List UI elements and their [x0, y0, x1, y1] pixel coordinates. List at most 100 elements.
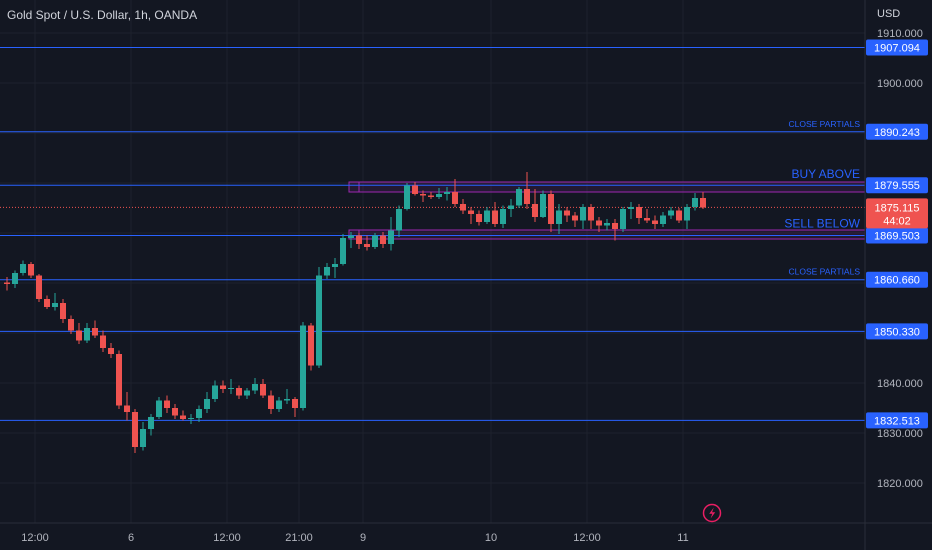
candle-body — [540, 194, 546, 217]
level-price-label: 1850.330 — [874, 326, 920, 338]
candle-body — [68, 319, 74, 331]
y-tick-label: 1910.000 — [877, 28, 923, 40]
candle — [644, 209, 650, 223]
candle — [140, 422, 146, 451]
level-price-label: 1832.513 — [874, 415, 920, 427]
candle-body — [492, 210, 498, 224]
candle — [508, 199, 514, 217]
candle-body — [212, 385, 218, 399]
candle — [188, 414, 194, 424]
candle-body — [332, 264, 338, 267]
candle — [444, 187, 450, 201]
candle-body — [508, 205, 514, 209]
candle-body — [572, 215, 578, 221]
candle — [396, 205, 402, 237]
candle-body — [652, 220, 658, 224]
currency-label: USD — [877, 8, 900, 20]
candle — [4, 277, 10, 291]
x-tick-label: 11 — [677, 532, 688, 544]
candle-body — [476, 214, 482, 222]
candle-body — [204, 399, 210, 409]
candle — [68, 315, 74, 334]
candle-body — [532, 204, 538, 217]
candle — [604, 219, 610, 231]
candle — [84, 323, 90, 343]
candle-body — [180, 415, 186, 419]
candle-body — [76, 330, 82, 341]
time-axis[interactable]: 12:00 6 12:00 21:00 9 10 12:00 11 — [21, 532, 688, 544]
candle-body — [420, 194, 426, 196]
level-price-label: 1890.243 — [874, 127, 920, 139]
candle-layer — [4, 172, 706, 453]
candle-body — [428, 195, 434, 197]
candle — [164, 395, 170, 413]
candle-body — [148, 417, 154, 429]
candle — [44, 295, 50, 309]
candle-body — [156, 400, 162, 417]
candle-body — [564, 210, 570, 216]
candle-body — [412, 185, 418, 194]
candle-body — [220, 385, 226, 389]
candle — [404, 183, 410, 211]
y-tick-label: 1840.000 — [877, 378, 923, 390]
candle-body — [596, 220, 602, 226]
x-tick-label: 9 — [360, 532, 366, 544]
candle — [92, 320, 98, 338]
x-tick-label: 12:00 — [21, 532, 49, 544]
candle-body — [580, 207, 586, 221]
last-price-value: 1875.115 — [874, 202, 919, 214]
candle-body — [284, 399, 290, 401]
candle — [204, 392, 210, 413]
candle-body — [292, 399, 298, 408]
candle — [460, 199, 466, 214]
level-price-tag — [866, 323, 928, 340]
candle-body — [556, 210, 562, 224]
candle — [476, 210, 482, 226]
candle — [196, 405, 202, 422]
candle — [108, 343, 114, 358]
candle-body — [548, 194, 554, 224]
candle — [100, 330, 106, 352]
y-tick-label: 1900.000 — [877, 78, 923, 90]
candle — [612, 219, 618, 241]
candle-body — [236, 388, 242, 396]
x-tick-label: 10 — [485, 532, 497, 544]
candle-body — [52, 303, 58, 307]
candle-body — [388, 230, 394, 244]
candle — [436, 188, 442, 199]
candle-body — [316, 275, 322, 366]
candle — [428, 192, 434, 199]
zone-rect — [348, 229, 866, 240]
candle — [596, 217, 602, 232]
candle — [52, 293, 58, 311]
zone-rect — [348, 181, 866, 193]
candle-body — [644, 218, 650, 221]
candle — [60, 299, 66, 323]
candle — [628, 202, 634, 219]
level-price-tag — [866, 39, 928, 56]
candle — [212, 380, 218, 402]
candle — [228, 379, 234, 394]
candle — [572, 212, 578, 227]
candle-body — [20, 264, 26, 273]
candle — [308, 323, 314, 371]
candle-body — [108, 348, 114, 354]
candle — [516, 187, 522, 208]
candle — [564, 207, 570, 222]
candle — [412, 182, 418, 196]
level-price-tag — [866, 177, 928, 194]
candle — [580, 204, 586, 229]
candle — [284, 389, 290, 404]
x-tick-label: 12:00 — [213, 532, 241, 544]
candle — [292, 397, 298, 417]
candle — [700, 192, 706, 209]
candle — [36, 274, 42, 302]
candle — [500, 205, 506, 228]
candle — [652, 215, 658, 229]
bar-countdown: 44:02 — [883, 215, 911, 227]
candle-body — [372, 235, 378, 247]
candle — [260, 379, 266, 398]
lightning-icon[interactable] — [702, 503, 722, 523]
